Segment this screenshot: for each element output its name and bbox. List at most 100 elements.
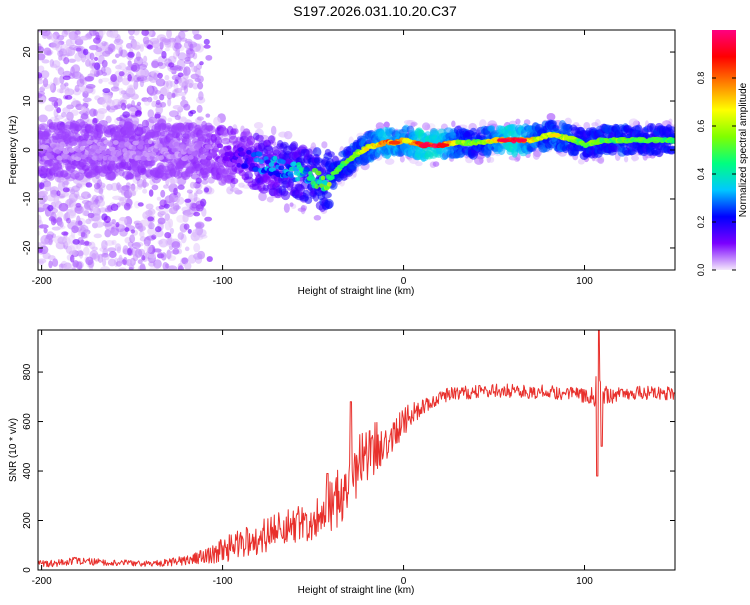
- spectrogram-cell: [89, 30, 97, 37]
- spectrogram-cell: [100, 77, 110, 83]
- spectrogram-cell: [183, 40, 193, 50]
- spectrogram-cell: [153, 95, 158, 101]
- spectrogram-cell: [198, 91, 204, 101]
- spectrogram-cell: [64, 90, 69, 97]
- spectrogram-cell: [53, 101, 59, 109]
- spectrogram-cell: [136, 101, 142, 106]
- snr-frame: [37, 329, 676, 571]
- spectrogram-cell: [295, 176, 301, 182]
- spectrogram-cell: [515, 118, 521, 125]
- spectrogram-cell: [88, 200, 96, 207]
- spectrogram-cell: [218, 149, 226, 155]
- spectrogram-cell: [126, 173, 134, 180]
- colorbar-label: Normalized spectral amplitude: [738, 82, 749, 217]
- spectrogram-cell: [58, 146, 65, 151]
- spectrogram-cell: [291, 161, 297, 167]
- spectrogram-cell: [73, 35, 81, 41]
- spectrogram-cell: [205, 113, 211, 118]
- snr-x-tick-label: 0: [401, 576, 407, 587]
- spectrogram-cell: [56, 88, 67, 94]
- snr-y-tick-label: 0: [22, 567, 33, 573]
- spectrogram-cell: [91, 62, 98, 67]
- spectrogram-cell: [383, 121, 390, 128]
- snr-series-line: [38, 330, 675, 568]
- spectrogram-cell: [139, 79, 145, 88]
- spectrogram-cell: [143, 55, 148, 63]
- spectrogram-cell: [70, 254, 75, 263]
- spectrogram-cell: [145, 250, 155, 260]
- spectrogram-cell: [103, 94, 112, 102]
- spectrogram-cell: [79, 74, 85, 83]
- colorbar-tick-label: 0.2: [696, 216, 706, 229]
- spectrogram-cell: [130, 93, 139, 100]
- spectrogram-cell: [148, 88, 155, 97]
- spectrogram-cell: [384, 158, 395, 165]
- spectrogram-cell: [375, 122, 385, 130]
- spectrogram-cell: [38, 258, 47, 264]
- spectrogram-cell: [155, 99, 161, 106]
- spectrogram-cell: [183, 223, 190, 230]
- spectrogram-cell: [195, 222, 202, 228]
- spectrogram-cell: [166, 249, 172, 260]
- spectrogram-cell: [62, 187, 70, 193]
- spectrogram-cell: [96, 207, 101, 216]
- spectrogram-cell: [668, 126, 675, 133]
- spectrogram-cell: [76, 261, 83, 270]
- spectrogram-cell: [127, 51, 135, 58]
- spectrogram-cell: [38, 123, 49, 131]
- spectrogram-cell: [147, 244, 153, 253]
- spectrogram-cell: [160, 86, 170, 96]
- spectrogram-cell: [137, 259, 143, 265]
- spectrogram-cell: [94, 221, 104, 228]
- spectrogram-cell: [87, 212, 95, 219]
- spectrogram-cell: [70, 109, 79, 116]
- spectrogram-cell: [38, 93, 43, 99]
- spectrogram-cell: [232, 128, 239, 135]
- spectrogram-cell: [173, 51, 178, 60]
- spectrogram-cell: [74, 205, 84, 215]
- spectrogram-cell: [169, 80, 176, 88]
- spectrogram-cell: [222, 168, 229, 175]
- spectrogram-cell: [48, 260, 53, 269]
- spectrogram-cell: [193, 65, 198, 73]
- spectrogram-cell: [672, 139, 675, 144]
- spectrogram-cell: [104, 221, 111, 231]
- spectrogram-cell: [451, 120, 456, 128]
- spectrogram-cell: [110, 74, 118, 83]
- spectrogram-cell: [134, 222, 140, 229]
- spectrogram-cell: [159, 199, 167, 208]
- spectrogram-cell: [167, 98, 172, 107]
- spectrogram-cell: [278, 131, 288, 138]
- spectrogram-cell: [153, 72, 158, 81]
- spectrogram-cell: [159, 101, 167, 108]
- spectrogram-cell: [74, 172, 85, 181]
- spectrogram-cell: [200, 154, 207, 160]
- spectrogram-cell: [86, 139, 93, 145]
- spectrogram-cell: [128, 259, 135, 264]
- spectrogram-cell: [127, 247, 132, 256]
- spectrogram-cell: [80, 113, 89, 120]
- spectrogram-cell: [61, 231, 69, 236]
- spectrogram-cell: [62, 75, 71, 81]
- spectrogram-cell: [103, 215, 111, 224]
- spectrogram-x-tick-label: -200: [32, 276, 52, 287]
- spectrogram-cell: [53, 195, 60, 206]
- spectrogram-cell: [623, 156, 629, 163]
- spectrogram-cell: [204, 144, 212, 150]
- spectrogram-cell: [68, 147, 75, 153]
- spectrogram-cell: [71, 71, 82, 80]
- spectrogram-y-tick-label: -20: [22, 240, 33, 255]
- spectrogram-cell: [136, 68, 146, 78]
- spectrogram-cell: [95, 31, 100, 38]
- spectrogram-cell: [114, 243, 122, 252]
- spectrogram-y-tick-label: 0: [22, 147, 33, 153]
- spectrogram-cell: [155, 78, 166, 87]
- spectrogram-cell: [207, 125, 216, 134]
- spectrogram-cell: [51, 60, 61, 68]
- spectrogram-cell: [111, 59, 117, 64]
- spectrogram-cell: [130, 183, 136, 191]
- spectrogram-cell: [98, 188, 104, 195]
- spectrogram-cell: [108, 31, 118, 39]
- spectrogram-cell: [103, 254, 110, 261]
- spectrogram-cell: [315, 170, 322, 176]
